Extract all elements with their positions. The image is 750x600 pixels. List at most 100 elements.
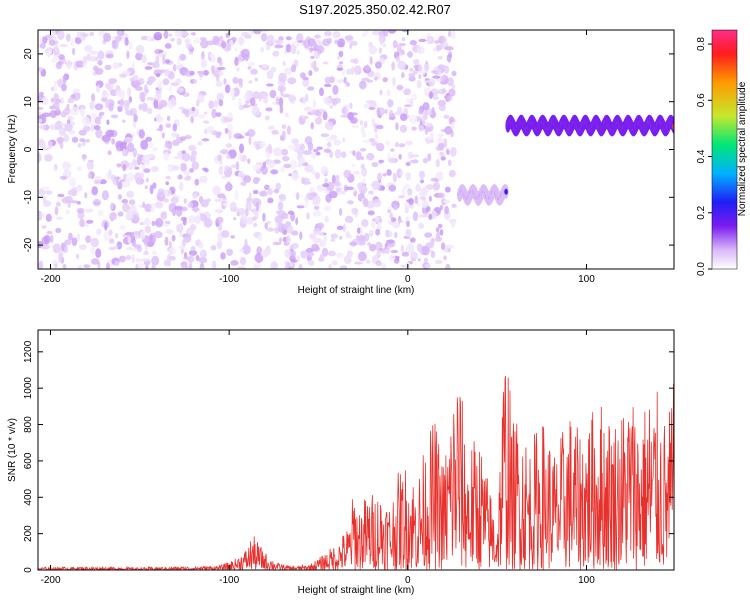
spectrogram-noise-cell bbox=[407, 188, 413, 196]
spectrogram-noise-cell bbox=[111, 39, 117, 49]
spectrogram-noise-cell bbox=[96, 84, 101, 93]
spectrogram-noise-cell bbox=[290, 44, 297, 55]
spectrogram-noise-cell bbox=[432, 75, 441, 79]
spectrogram-noise-cell bbox=[424, 127, 429, 135]
spectrogram-noise-cell bbox=[431, 210, 437, 220]
spectrogram-noise-cell bbox=[114, 260, 120, 267]
spectrogram-noise-cell bbox=[238, 36, 245, 46]
spectrogram-noise-cell bbox=[267, 34, 275, 45]
spectrogram-noise-cell bbox=[287, 77, 297, 85]
spectrogram-noise-cell bbox=[239, 256, 247, 266]
spectrogram-noise-cell bbox=[365, 259, 371, 264]
spectrogram-noise-cell bbox=[439, 229, 444, 236]
spectrogram-noise-cell bbox=[220, 149, 229, 155]
spectrogram-noise-cell bbox=[272, 241, 282, 246]
spectrogram-noise-cell bbox=[46, 230, 53, 235]
spectrogram-noise-cell bbox=[428, 195, 432, 202]
spectrogram-noise-cell bbox=[165, 228, 174, 235]
spectrogram-noise-cell bbox=[106, 119, 110, 125]
spectrogram-noise-cell bbox=[115, 232, 119, 239]
spectrogram-noise-cell bbox=[198, 241, 204, 249]
spectrogram-noise-cell bbox=[343, 255, 352, 265]
spectrogram-noise-cell bbox=[61, 110, 65, 117]
spectrogram-noise-cell bbox=[363, 232, 370, 242]
spectrogram-y-tick-label: 10 bbox=[23, 96, 34, 108]
spectrogram-noise-cell bbox=[252, 177, 260, 184]
spectrogram-noise-cell bbox=[133, 79, 141, 87]
spectrogram-noise-cell bbox=[407, 50, 413, 59]
spectrogram-noise-cell bbox=[341, 137, 346, 143]
spectrogram-noise-cell bbox=[270, 261, 278, 269]
spectrogram-noise-cell bbox=[398, 154, 402, 160]
spectrogram-noise-cell bbox=[161, 211, 168, 220]
spectrogram-noise-cell bbox=[65, 209, 70, 215]
spectrogram-noise-cell bbox=[349, 241, 358, 247]
spectrogram-noise-cell bbox=[267, 188, 273, 196]
spectrogram-heatmap bbox=[38, 30, 674, 269]
spectrogram-noise-cell bbox=[254, 77, 259, 82]
snr-x-tick-label: 0 bbox=[405, 575, 411, 586]
spectrogram-noise-cell bbox=[324, 177, 328, 184]
spectrogram-noise-cell bbox=[87, 173, 92, 179]
spectrogram-noise-cell bbox=[191, 161, 200, 170]
spectrogram-noise-cell bbox=[251, 216, 257, 221]
spectrogram-noise-cell bbox=[302, 150, 312, 155]
spectrogram-noise-cell bbox=[351, 124, 360, 129]
spectrogram-noise-cell bbox=[388, 184, 397, 192]
spectrogram-noise-cell bbox=[418, 170, 426, 179]
spectrogram-noise-cell bbox=[431, 107, 435, 114]
spectrogram-noise-cell bbox=[319, 240, 326, 248]
spectrogram-noise-cell bbox=[320, 166, 329, 176]
spectrogram-noise-cell bbox=[277, 201, 284, 211]
spectrogram-noise-cell bbox=[275, 96, 280, 105]
spectrogram-noise-cell bbox=[170, 38, 175, 42]
spectrogram-noise-cell bbox=[156, 128, 164, 132]
spectrogram-noise-cell bbox=[77, 143, 82, 148]
spectrogram-noise-cell bbox=[310, 55, 315, 60]
spectrogram-noise-cell bbox=[305, 93, 309, 102]
snr-y-tick-label: 800 bbox=[23, 416, 34, 433]
spectrogram-noise-cell bbox=[423, 257, 429, 263]
spectrogram-noise-cell bbox=[200, 39, 209, 49]
spectrogram-noise-cell bbox=[369, 56, 373, 65]
spectrogram-noise-cell bbox=[434, 236, 443, 242]
spectrogram-noise-cell bbox=[121, 198, 129, 204]
spectrogram-noise-cell bbox=[326, 137, 335, 142]
spectrogram-noise-cell bbox=[81, 33, 89, 37]
spectrogram-noise-cell bbox=[418, 109, 424, 115]
spectrogram-noise-cell bbox=[75, 60, 85, 68]
spectrogram-noise-cell bbox=[111, 138, 115, 145]
spectrogram-noise-cell bbox=[218, 165, 224, 176]
spectrogram-noise-cell bbox=[266, 70, 274, 80]
spectrogram-noise-cell bbox=[51, 30, 56, 38]
spectrogram-noise-cell bbox=[182, 218, 187, 226]
spectrogram-noise-cell bbox=[428, 91, 433, 99]
spectrogram-noise-cell bbox=[247, 91, 255, 96]
spectrogram-noise-cell bbox=[323, 233, 328, 242]
spectrogram-noise-cell bbox=[81, 116, 91, 127]
spectrogram-noise-cell bbox=[283, 223, 288, 230]
spectrogram-noise-cell bbox=[450, 147, 457, 157]
spectrogram-noise-cell bbox=[253, 30, 262, 35]
spectrogram-noise-cell bbox=[58, 127, 67, 136]
spectrogram-noise-cell bbox=[221, 40, 226, 49]
spectrogram-noise-cell bbox=[143, 251, 149, 255]
spectrogram-noise-cell bbox=[237, 152, 243, 162]
spectrogram-noise-cell bbox=[176, 37, 182, 46]
spectrogram-noise-cell bbox=[401, 37, 406, 42]
spectrogram-noise-cell bbox=[132, 75, 139, 79]
spectrogram-noise-cell bbox=[369, 243, 377, 252]
spectrogram-noise-cell bbox=[439, 80, 448, 85]
colorbar-tick-label: 0.8 bbox=[696, 37, 707, 51]
spectrogram-noise-cell bbox=[413, 58, 420, 65]
spectrogram-noise-cell bbox=[105, 82, 111, 90]
spectrogram-noise-cell bbox=[156, 116, 164, 123]
spectrogram-noise-cell bbox=[363, 120, 368, 129]
spectrogram-noise-cell bbox=[217, 71, 224, 76]
spectrogram-noise-cell bbox=[432, 96, 439, 100]
spectrogram-noise-cell bbox=[162, 78, 170, 86]
spectrogram-noise-cell bbox=[275, 210, 282, 214]
spectrogram-noise-cell bbox=[309, 233, 317, 240]
spectrogram-noise-cell bbox=[407, 151, 414, 160]
